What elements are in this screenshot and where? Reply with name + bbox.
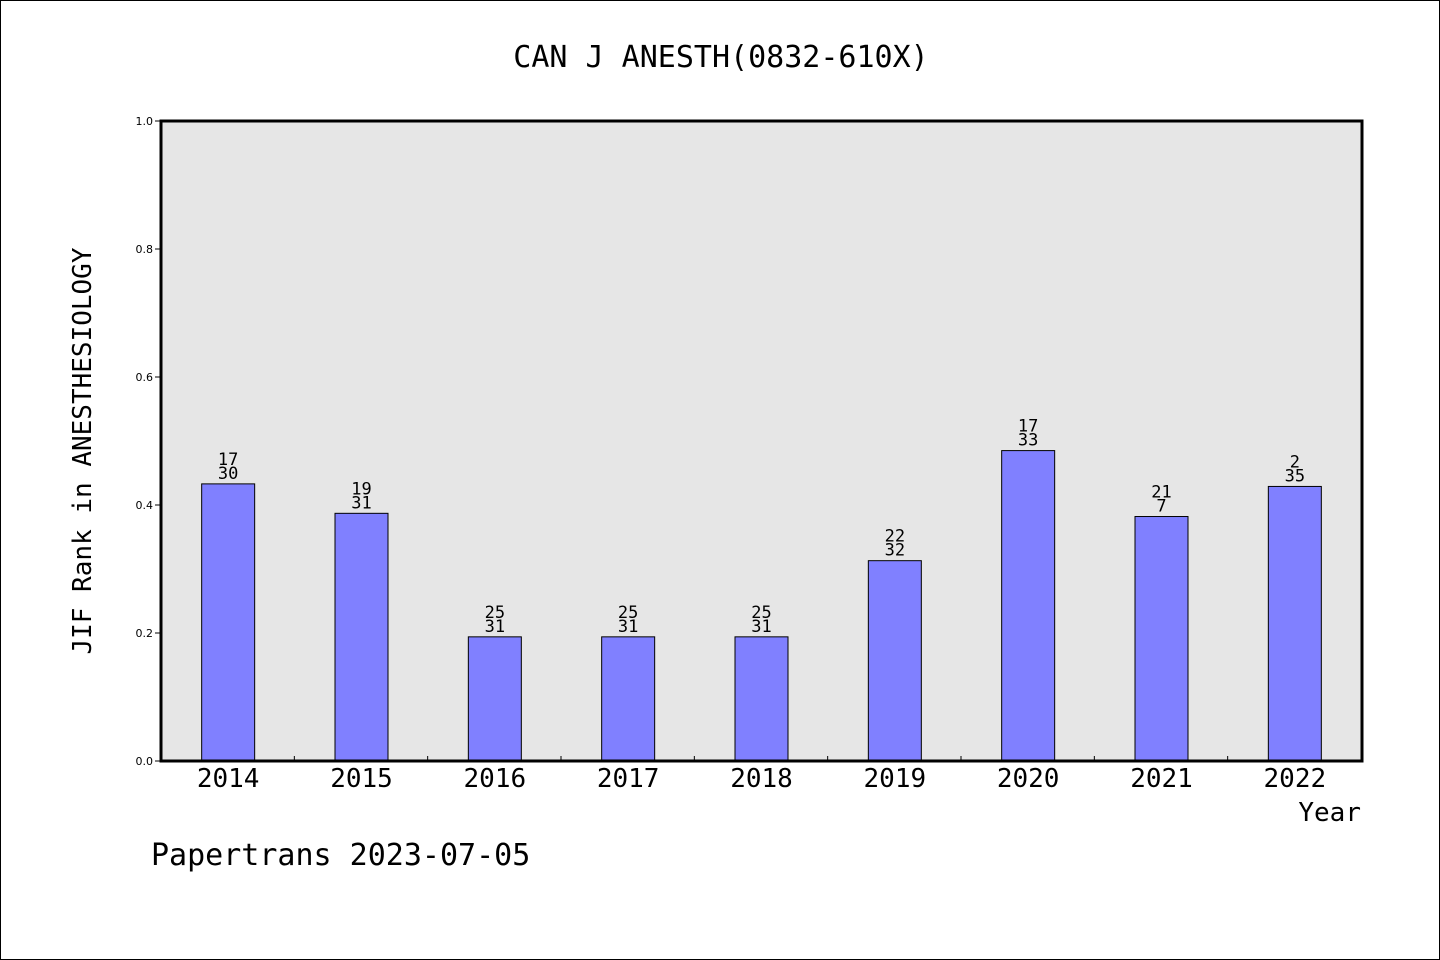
footer-text: Papertrans 2023-07-05 <box>151 838 530 873</box>
y-tick-label-0.6: 0.6 <box>136 371 154 384</box>
bar-2019 <box>867 560 922 762</box>
bar-label-top-2014: 17 <box>218 450 238 470</box>
bar-2016 <box>467 636 522 762</box>
x-tick-label-2018: 2018 <box>730 764 793 794</box>
bar-2022 <box>1267 485 1322 762</box>
bar-label-bottom-2017: 31 <box>618 617 638 637</box>
x-tick-label-2019: 2019 <box>864 764 927 794</box>
y-tick-label-0.0: 0.0 <box>136 755 154 768</box>
x-tick-label-2017: 2017 <box>597 764 660 794</box>
x-tick-label-2020: 2020 <box>997 764 1060 794</box>
bar-label-bottom-2022: 35 <box>1285 466 1305 486</box>
bar-label-top-2020: 17 <box>1018 417 1038 437</box>
x-axis-label: Year <box>1298 798 1361 828</box>
bar-label-top-2019: 22 <box>885 527 905 547</box>
x-tick-label-2021: 2021 <box>1130 764 1193 794</box>
y-axis: 0.0 0.2 0.4 0.6 0.8 1.0 <box>136 115 161 768</box>
bar-2017 <box>601 636 656 762</box>
bar-label-top-2016: 25 <box>485 603 505 623</box>
bar-label-top-2018: 25 <box>751 603 771 623</box>
x-tick-label-2016: 2016 <box>464 764 527 794</box>
bar-label-top-2022: 2 <box>1290 452 1300 472</box>
bar-label-top-2021: 21 <box>1151 483 1171 503</box>
bar-label-top-2015: 19 <box>351 479 371 499</box>
bar-2014 <box>201 483 256 762</box>
bar-label-bottom-2021: 7 <box>1156 497 1166 517</box>
bar-2020 <box>1001 450 1056 762</box>
y-axis-label: JIF Rank in ANESTHESIOLOGY <box>68 247 98 654</box>
chart-title: CAN J ANESTH(0832-610X) <box>513 40 928 75</box>
bar-2018 <box>734 636 789 762</box>
bar-label-top-2017: 25 <box>618 603 638 623</box>
x-tick-label-2014: 2014 <box>197 764 260 794</box>
bar-2021 <box>1134 516 1189 762</box>
x-tick-label-2015: 2015 <box>330 764 393 794</box>
x-tick-label-2022: 2022 <box>1264 764 1327 794</box>
bar-label-bottom-2018: 31 <box>751 617 771 637</box>
bar-label-bottom-2016: 31 <box>485 617 505 637</box>
y-tick-label-0.8: 0.8 <box>136 243 154 256</box>
bar-label-bottom-2015: 31 <box>351 493 371 513</box>
bar-label-bottom-2014: 30 <box>218 464 238 484</box>
bar-label-bottom-2019: 32 <box>885 541 905 561</box>
x-axis: 2014 2015 2016 2017 2018 2019 2020 2021 2022 <box>197 756 1326 794</box>
bars-layer <box>201 450 1322 762</box>
y-tick-label-1.0: 1.0 <box>136 115 154 128</box>
plot-border <box>159 119 1364 763</box>
bar-2015 <box>334 512 389 762</box>
bar-label-bottom-2020: 33 <box>1018 431 1038 451</box>
y-tick-label-0.4: 0.4 <box>136 499 154 512</box>
y-tick-label-0.2: 0.2 <box>136 627 154 640</box>
